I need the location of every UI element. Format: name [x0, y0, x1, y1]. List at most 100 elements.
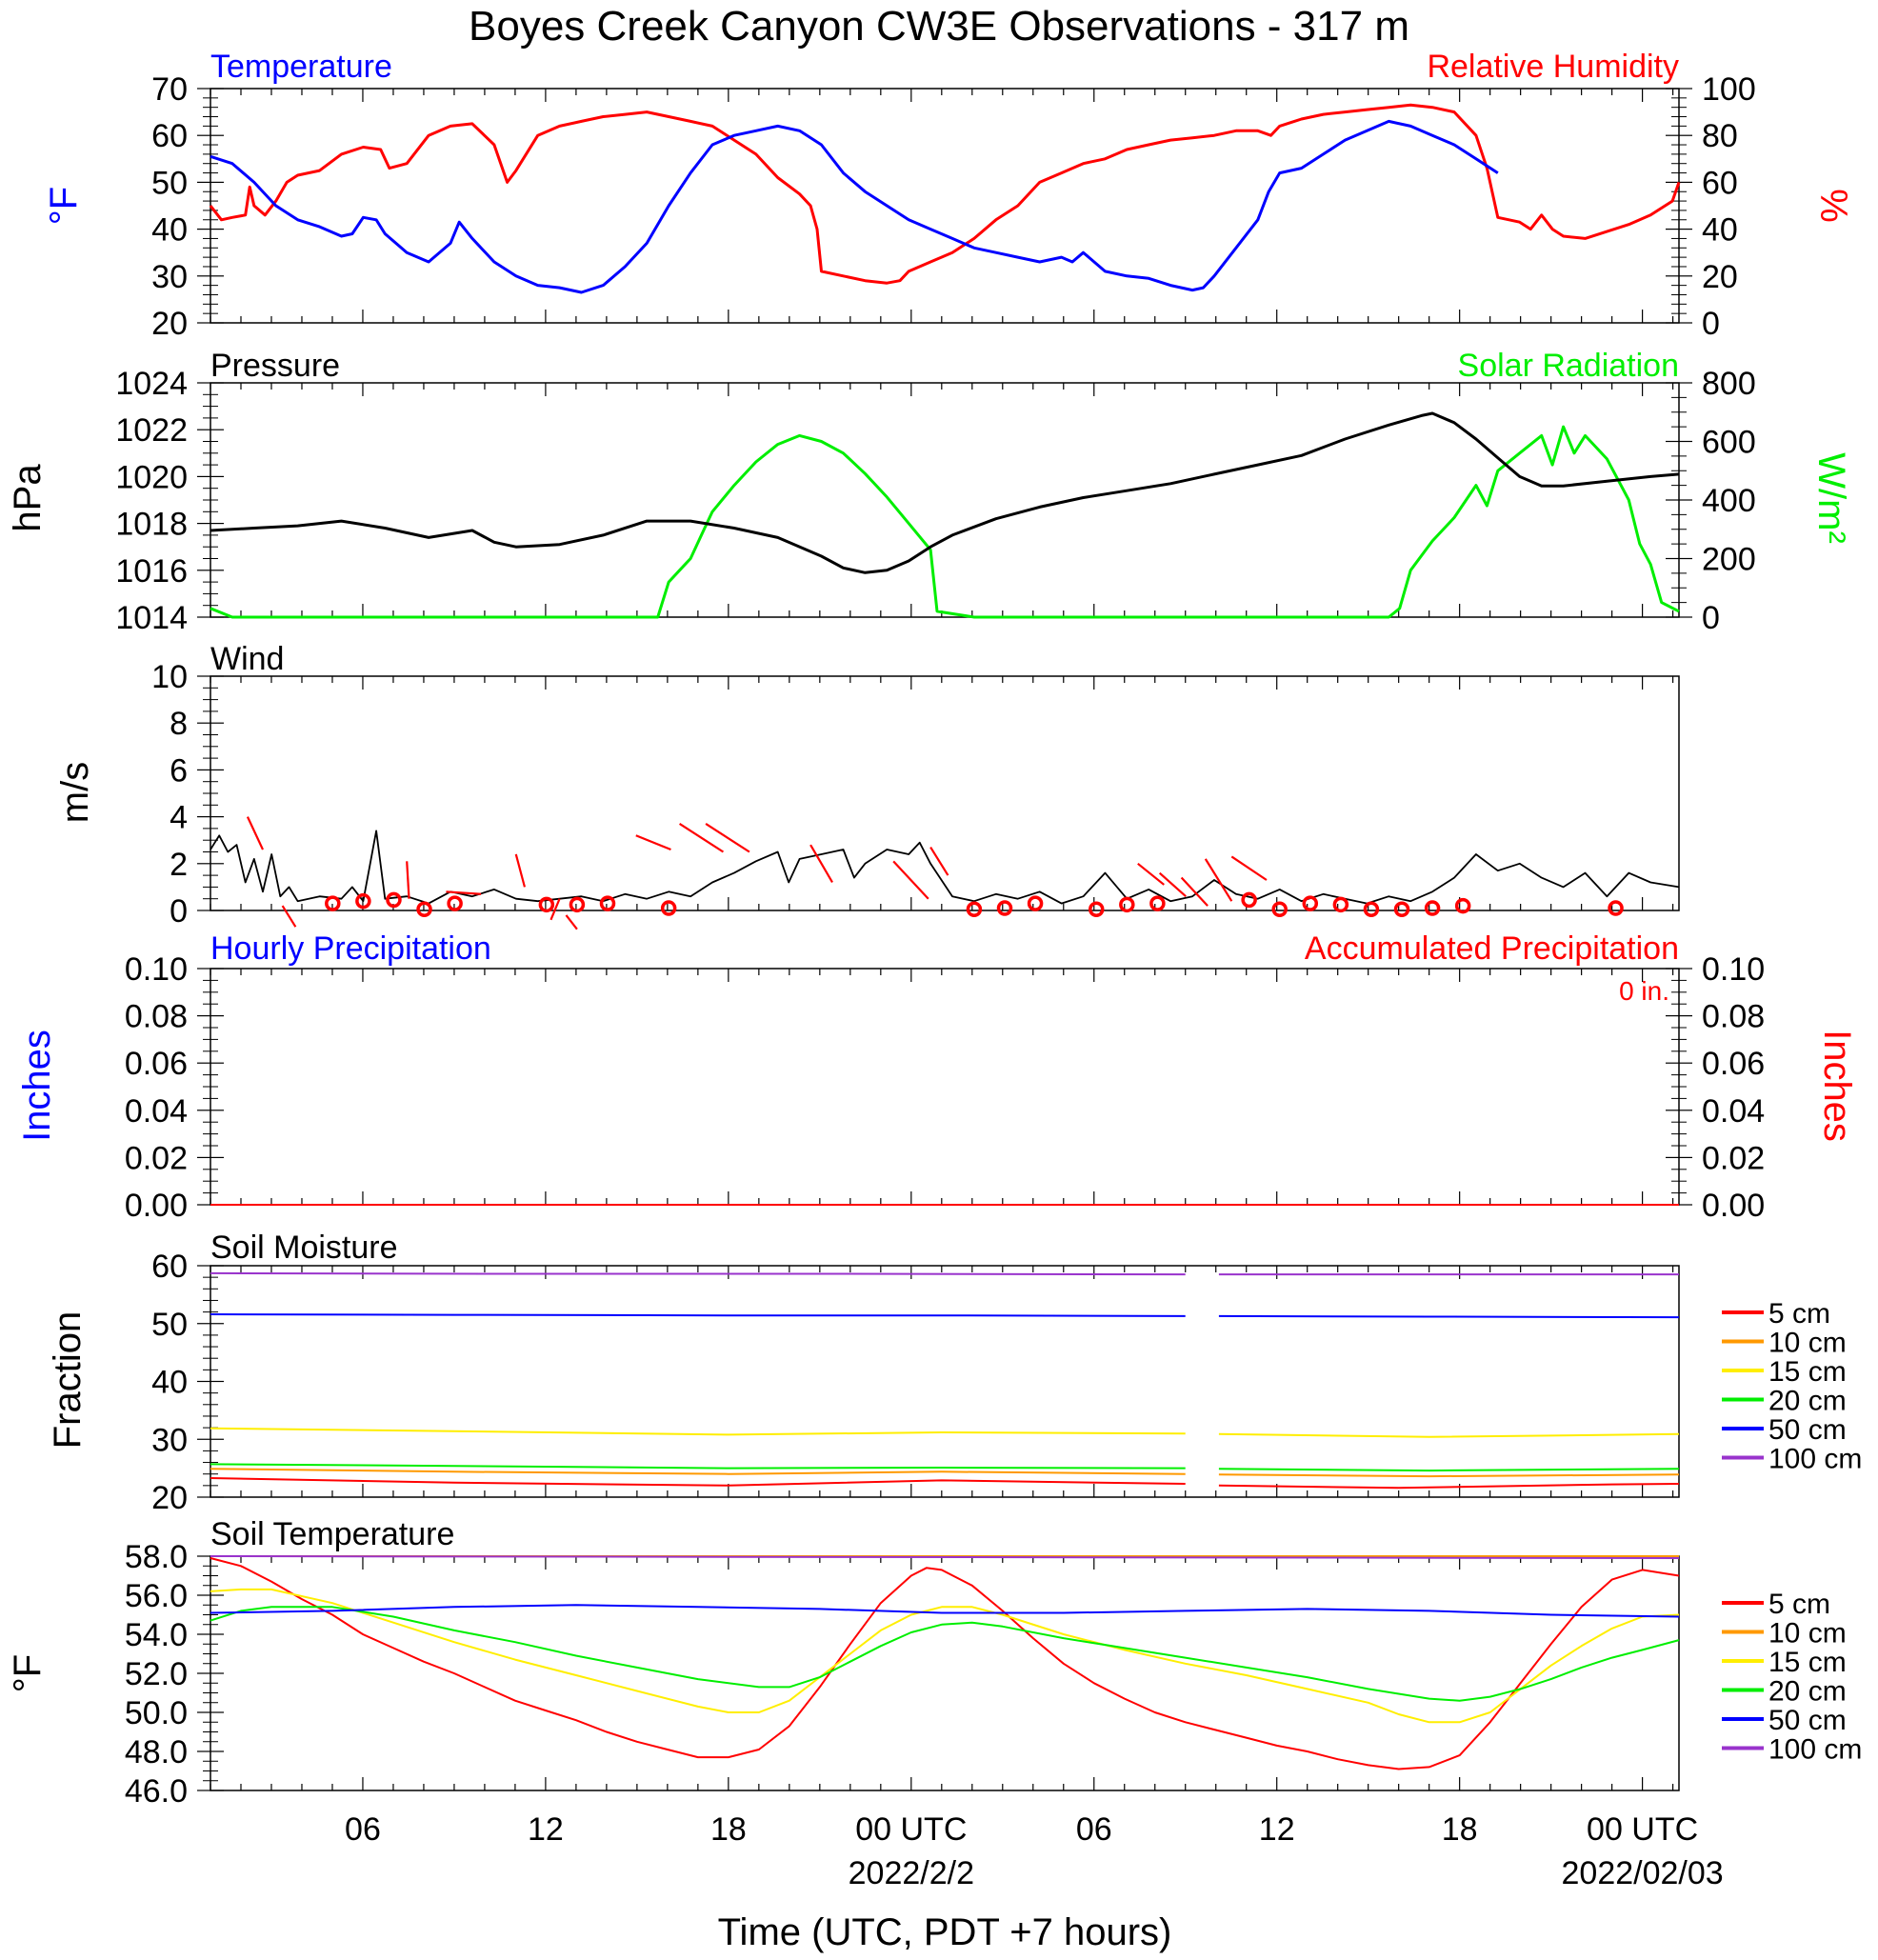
- pressure-unit: hPa: [7, 464, 49, 532]
- accum-precip-total: 0 in.: [1619, 976, 1669, 1006]
- wind-axis-ticks: 0 2 4 6 8 10: [151, 659, 224, 930]
- legend-label: 20 cm: [1768, 1386, 1847, 1417]
- y-tick-label: 100: [1702, 71, 1756, 108]
- y-tick-label: 30: [151, 1422, 188, 1458]
- time-axis: 06 12 18 00 UTC 2022/2/2 06 12 18 00 UTC 2022/02/…: [345, 1811, 1724, 1891]
- humidity-unit: %: [1812, 189, 1854, 223]
- calm-wind-marker: [599, 895, 616, 911]
- plot-frame: [210, 675, 1680, 911]
- wind-barb: [514, 853, 527, 888]
- x-tick-label: 06: [1076, 1811, 1112, 1848]
- y-tick-label: 20: [151, 306, 188, 342]
- wind-barb: [929, 846, 949, 876]
- wind-barb: [679, 823, 725, 853]
- wind-barb: [1230, 855, 1268, 881]
- x-date-label: 2022/2/2: [849, 1855, 974, 1891]
- temperature-line: [210, 119, 1499, 294]
- calm-wind-marker: [569, 896, 586, 913]
- hourly-precip-title: Hourly Precipitation: [210, 930, 491, 967]
- x-tick-label: 12: [528, 1811, 564, 1848]
- calm-wind-marker: [1302, 895, 1319, 911]
- wind-unit: m/s: [54, 762, 96, 823]
- calm-wind-marker: [996, 900, 1013, 916]
- panel-temperature-humidity: Temperature Relative Humidity °F % 20 30 4…: [43, 49, 1854, 342]
- x-tick-label: 18: [710, 1811, 747, 1848]
- wind-barb: [549, 898, 561, 921]
- solar-unit: W/m²: [1810, 452, 1852, 544]
- legend-label: 50 cm: [1768, 1705, 1847, 1736]
- y-tick-label: 200: [1702, 542, 1756, 578]
- y-tick-label: 20: [151, 1480, 188, 1516]
- plot-frame: [210, 88, 1680, 324]
- y-tick-label: 10: [151, 659, 188, 695]
- y-tick-label: 52.0: [125, 1656, 188, 1692]
- soil-moisture-unit: Fraction: [47, 1311, 89, 1450]
- soil-temperature-line: [210, 1588, 1680, 1724]
- calm-wind-marker: [1454, 897, 1471, 914]
- y-tick-label: 6: [170, 752, 188, 789]
- y-tick-label: 0.08: [125, 999, 188, 1035]
- pressure-axis-ticks: 1014 1016 1018 1020 1022 1024: [115, 366, 224, 636]
- y-tick-label: 50: [151, 165, 188, 201]
- y-tick-label: 0.04: [1702, 1093, 1765, 1130]
- soil-temperature-unit: °F: [7, 1654, 49, 1692]
- hourly-precip-unit: Inches: [16, 1030, 58, 1142]
- calm-wind-marker: [355, 892, 371, 910]
- soil-moisture-line: [210, 1477, 1680, 1490]
- temperature-unit: °F: [43, 187, 85, 225]
- solar-radiation-line: [210, 425, 1680, 619]
- y-tick-label: 48.0: [125, 1734, 188, 1770]
- soil-temperature-series: [210, 1555, 1680, 1791]
- y-tick-label: 56.0: [125, 1578, 188, 1614]
- precip-axis-ticks: 0.00 0.02 0.04 0.06 0.08 0.10: [125, 951, 224, 1224]
- plot-frame: [210, 968, 1680, 1206]
- y-tick-label: 40: [151, 212, 188, 249]
- wind-barb: [406, 861, 410, 899]
- y-tick-label: 0: [170, 893, 188, 930]
- y-tick-label: 0.00: [125, 1188, 188, 1224]
- pressure-solar-series: [210, 382, 1680, 619]
- panel-soil-temperature: Soil Temperature °F 46.048.050.052.054.0…: [7, 1516, 1862, 1810]
- y-tick-label: 0.06: [1702, 1046, 1765, 1082]
- calm-wind-marker: [538, 896, 555, 913]
- pressure-line: [210, 411, 1680, 574]
- panel-pressure-solar: Pressure Solar Radiation hPa W/m² 101410…: [7, 348, 1852, 636]
- y-tick-label: 0.10: [125, 951, 188, 988]
- calm-wind-marker: [1119, 896, 1135, 913]
- legend-label: 5 cm: [1768, 1589, 1830, 1620]
- y-tick-label: 400: [1702, 483, 1756, 519]
- wind-barb: [1204, 858, 1233, 902]
- y-tick-label: 58.0: [125, 1539, 188, 1575]
- legend-label: 100 cm: [1768, 1444, 1862, 1475]
- soil-temperature-line: [210, 1606, 1680, 1702]
- x-tick-label: 06: [345, 1811, 381, 1848]
- wind-barb: [892, 860, 929, 900]
- y-tick-label: 50: [151, 1307, 188, 1343]
- calm-wind-marker: [966, 901, 983, 918]
- y-tick-label: 800: [1702, 366, 1756, 402]
- y-tick-label: 60: [151, 118, 188, 154]
- y-tick-label: 0.00: [1702, 1188, 1765, 1224]
- calm-wind-marker: [1424, 900, 1441, 916]
- calm-wind-marker: [1393, 901, 1410, 918]
- y-tick-label: 0.02: [125, 1140, 188, 1176]
- temperature-humidity-series: [209, 88, 1681, 324]
- legend-label: 15 cm: [1768, 1647, 1847, 1678]
- y-tick-label: 8: [170, 706, 188, 742]
- soil-moisture-series: [210, 1265, 1680, 1498]
- legend-label: 20 cm: [1768, 1676, 1847, 1708]
- wind-speed-line: [210, 830, 1680, 905]
- soil-moisture-line: [210, 1313, 1680, 1319]
- y-tick-label: 50.0: [125, 1695, 188, 1731]
- y-tick-label: 30: [151, 259, 188, 295]
- soil-moisture-axis-ticks: 20 30 40 50 60: [151, 1249, 224, 1516]
- temperature-axis-ticks: 20 30 40 50 60 70: [151, 71, 224, 342]
- y-tick-label: 1024: [115, 366, 188, 402]
- plot-frame: [210, 1265, 1680, 1498]
- soil-temperature-line: [210, 1555, 1680, 1559]
- y-tick-label: 70: [151, 71, 188, 108]
- soil-temperature-title: Soil Temperature: [210, 1516, 454, 1552]
- calm-wind-marker: [416, 901, 432, 918]
